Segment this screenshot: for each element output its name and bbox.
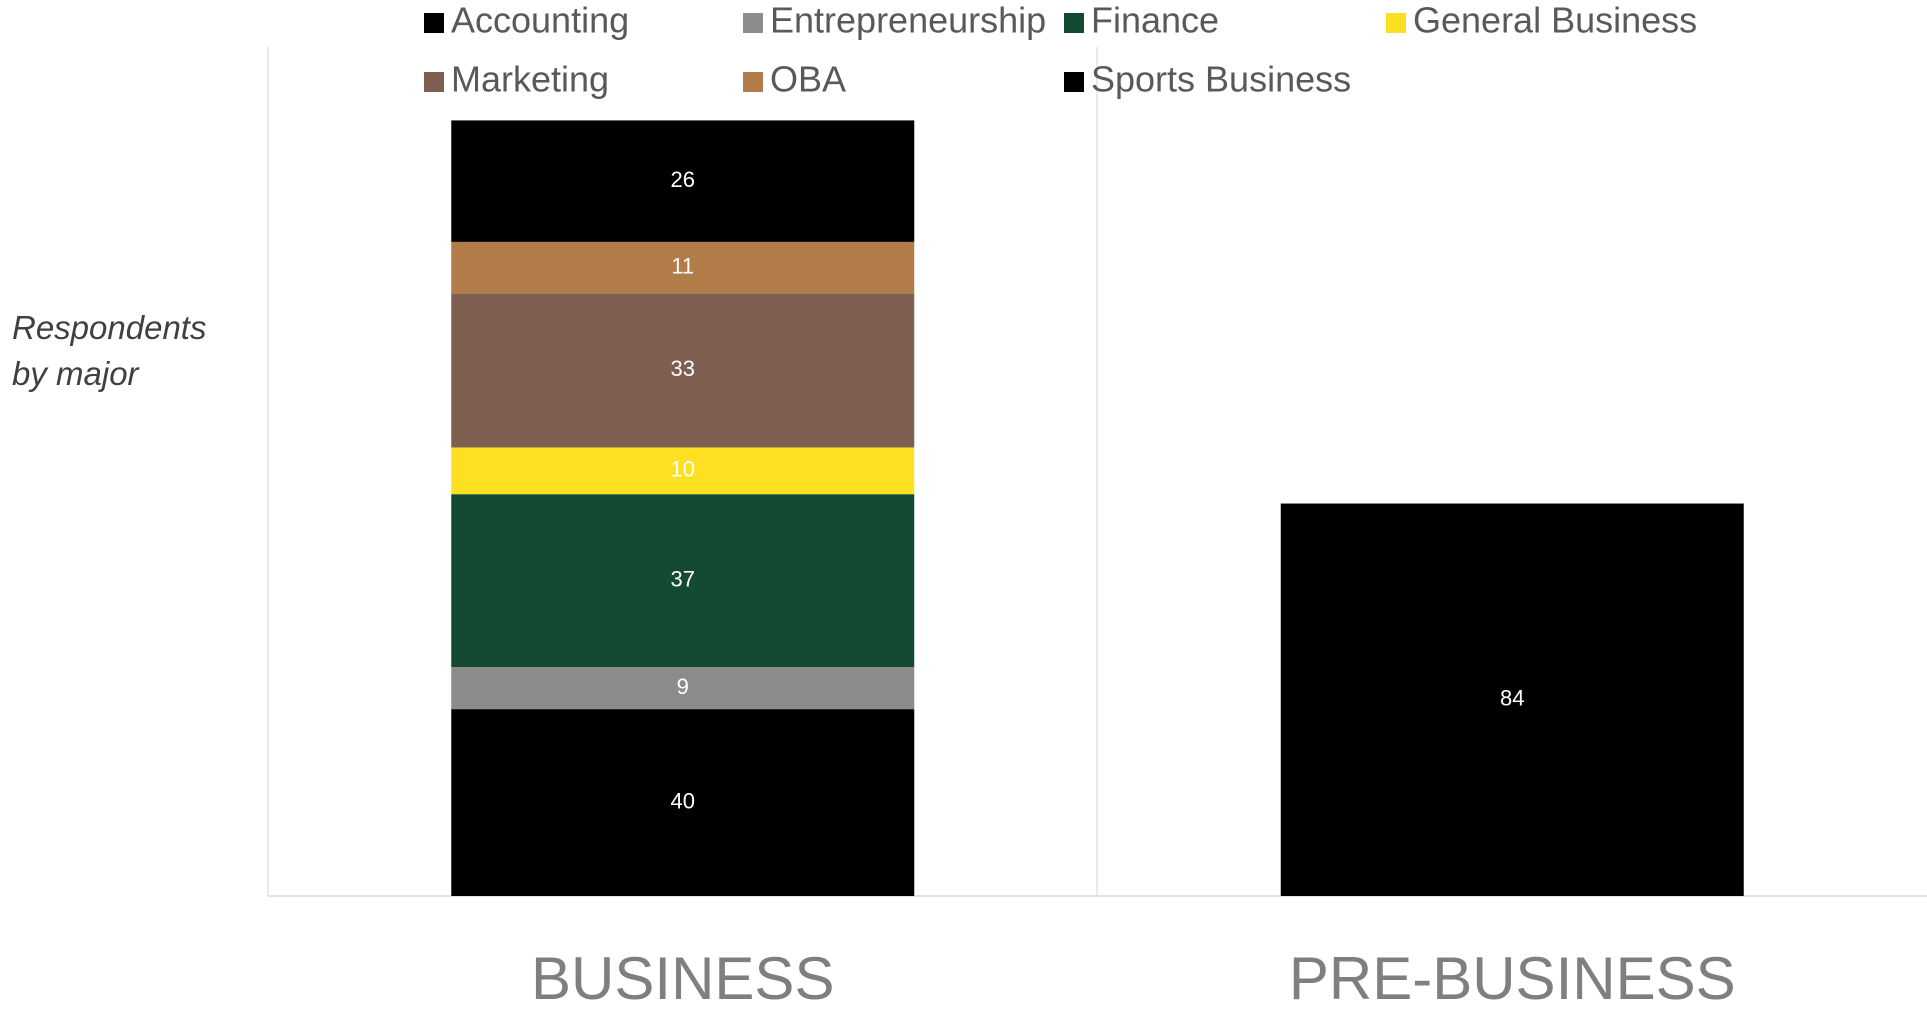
legend-swatch (424, 13, 444, 33)
legend-label: Finance (1091, 0, 1219, 41)
bar-segment (451, 667, 915, 710)
legend-label: OBA (770, 59, 846, 100)
bar-segment (451, 293, 915, 448)
data-label: 40 (671, 788, 695, 813)
bar-segment (1280, 503, 1744, 896)
legend-swatch (743, 13, 763, 33)
bar-segment (451, 709, 915, 896)
y-axis-label: Respondents by major (12, 309, 207, 392)
data-label: 84 (1500, 686, 1524, 711)
data-label: 37 (671, 566, 695, 591)
legend-swatch (1064, 72, 1084, 92)
legend-label: Accounting (451, 0, 629, 41)
bar-segment (451, 447, 915, 495)
legend-label: Sports Business (1091, 59, 1351, 100)
x-tick-label: BUSINESS (531, 945, 834, 1012)
bar-segment (451, 241, 915, 294)
legend-label: Entrepreneurship (770, 0, 1046, 41)
legend-label: Marketing (451, 59, 609, 100)
legend-swatch (424, 72, 444, 92)
bar-segment (451, 494, 915, 668)
data-label: 26 (671, 167, 695, 192)
legend-swatch (743, 72, 763, 92)
legend-swatch (1386, 13, 1406, 33)
bar-segment (451, 120, 915, 242)
data-label: 9 (677, 674, 689, 699)
legend-swatch (1064, 13, 1084, 33)
data-label: 11 (671, 253, 694, 278)
data-label: 33 (671, 356, 695, 381)
x-tick-label: PRE-BUSINESS (1289, 945, 1736, 1012)
data-label: 10 (671, 457, 695, 482)
legend-label: General Business (1413, 0, 1697, 41)
